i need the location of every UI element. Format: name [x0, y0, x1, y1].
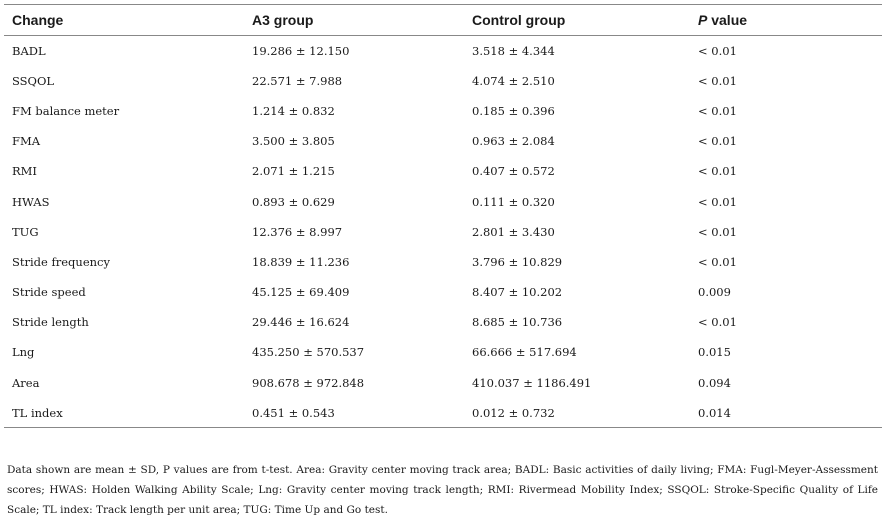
table-row: Stride speed 45.125 ± 69.409 8.407 ± 10.20…	[4, 277, 882, 307]
cell-change: HWAS	[12, 194, 50, 209]
cell-p-value: < 0.01	[698, 315, 737, 330]
cell-change: Lng	[12, 345, 35, 360]
cell-a3-group: 45.125 ± 69.409	[252, 285, 350, 300]
header-a3-group: A3 group	[244, 4, 464, 36]
header-p-letter: P	[698, 12, 708, 28]
cell-change: BADL	[12, 43, 46, 58]
cell-control-group: 0.407 ± 0.572	[472, 164, 555, 179]
results-table-container: Change A3 group Control group P value BA…	[4, 4, 882, 429]
cell-control-group: 66.666 ± 517.694	[472, 345, 577, 360]
table-header: Change A3 group Control group P value	[4, 4, 882, 36]
table-row: Stride frequency 18.839 ± 11.236 3.796 ± 1…	[4, 247, 882, 277]
cell-control-group: 8.685 ± 10.736	[472, 315, 563, 330]
table-row: TL index 0.451 ± 0.543 0.012 ± 0.732 0.014	[4, 397, 882, 429]
cell-a3-group: 435.250 ± 570.537	[252, 345, 365, 360]
cell-p-value: 0.015	[698, 345, 731, 360]
table-row: TUG 12.376 ± 8.997 2.801 ± 3.430 < 0.01	[4, 217, 882, 247]
table-footnote: Data shown are mean ± SD, P values are f…	[7, 464, 878, 516]
cell-p-value: < 0.01	[698, 194, 737, 209]
table-row: Area 908.678 ± 972.848 410.037 ± 1186.491 0…	[4, 368, 882, 398]
cell-change: FM balance meter	[12, 103, 120, 118]
cell-a3-group: 29.446 ± 16.624	[252, 315, 350, 330]
cell-p-value: 0.014	[690, 397, 882, 429]
cell-a3-group: 18.839 ± 11.236	[252, 254, 350, 269]
cell-a3-group: 22.571 ± 7.988	[252, 73, 343, 88]
cell-a3-group: 2.071 ± 1.215	[252, 164, 335, 179]
cell-control-group: 0.185 ± 0.396	[472, 103, 555, 118]
results-table: Change A3 group Control group P value BA…	[4, 4, 882, 429]
cell-a3-group: 908.678 ± 972.848	[252, 375, 365, 390]
cell-change: RMI	[12, 164, 37, 179]
cell-a3-group: 1.214 ± 0.832	[252, 103, 335, 118]
cell-a3-group: 12.376 ± 8.997	[252, 224, 343, 239]
table-row: Stride length 29.446 ± 16.624 8.685 ± 10.7…	[4, 307, 882, 337]
cell-control-group: 0.111 ± 0.320	[472, 194, 555, 209]
header-p-value: P value	[690, 4, 882, 36]
cell-a3-group: 0.893 ± 0.629	[252, 194, 335, 209]
cell-a3-group: 0.451 ± 0.543	[244, 397, 464, 429]
cell-p-value: < 0.01	[698, 43, 737, 58]
cell-p-value: 0.009	[698, 285, 731, 300]
cell-a3-group: 3.500 ± 3.805	[252, 134, 335, 149]
cell-control-group: 3.518 ± 4.344	[472, 43, 555, 58]
cell-p-value: < 0.01	[698, 73, 737, 88]
cell-p-value: < 0.01	[698, 224, 737, 239]
table-row: FM balance meter 1.214 ± 0.832 0.185 ± 0.3…	[4, 96, 882, 126]
header-control-group: Control group	[464, 4, 690, 36]
table-row: Lng 435.250 ± 570.537 66.666 ± 517.694 0.01…	[4, 337, 882, 367]
cell-p-value: 0.094	[698, 375, 731, 390]
cell-p-value: < 0.01	[698, 103, 737, 118]
cell-a3-group: 19.286 ± 12.150	[252, 43, 350, 58]
cell-control-group: 0.963 ± 2.084	[472, 134, 555, 149]
cell-p-value: < 0.01	[698, 134, 737, 149]
cell-change: TL index	[4, 397, 244, 429]
cell-p-value: < 0.01	[698, 254, 737, 269]
cell-control-group: 2.801 ± 3.430	[472, 224, 555, 239]
table-row: HWAS 0.893 ± 0.629 0.111 ± 0.320 < 0.01	[4, 186, 882, 216]
cell-change: Stride length	[12, 315, 89, 330]
table-row: RMI 2.071 ± 1.215 0.407 ± 0.572 < 0.01	[4, 156, 882, 186]
cell-change: Area	[12, 375, 40, 390]
cell-control-group: 8.407 ± 10.202	[472, 285, 563, 300]
cell-p-value: < 0.01	[698, 164, 737, 179]
cell-change: SSQOL	[12, 73, 55, 88]
cell-control-group: 410.037 ± 1186.491	[472, 375, 592, 390]
cell-control-group: 3.796 ± 10.829	[472, 254, 563, 269]
cell-control-group: 4.074 ± 2.510	[472, 73, 555, 88]
header-row: Change A3 group Control group P value	[4, 4, 882, 36]
table-body: BADL 19.286 ± 12.150 3.518 ± 4.344 < 0.01 SS…	[4, 36, 882, 429]
header-p-suffix: value	[707, 12, 748, 28]
table-row: BADL 19.286 ± 12.150 3.518 ± 4.344 < 0.01	[4, 36, 882, 66]
cell-change: FMA	[12, 134, 41, 149]
cell-change: Stride frequency	[12, 254, 110, 269]
header-change: Change	[4, 4, 244, 36]
table-row: FMA 3.500 ± 3.805 0.963 ± 2.084 < 0.01	[4, 126, 882, 156]
table-row: SSQOL 22.571 ± 7.988 4.074 ± 2.510 < 0.01	[4, 66, 882, 96]
cell-control-group: 0.012 ± 0.732	[464, 397, 690, 429]
cell-change: Stride speed	[12, 285, 86, 300]
cell-change: TUG	[12, 224, 39, 239]
